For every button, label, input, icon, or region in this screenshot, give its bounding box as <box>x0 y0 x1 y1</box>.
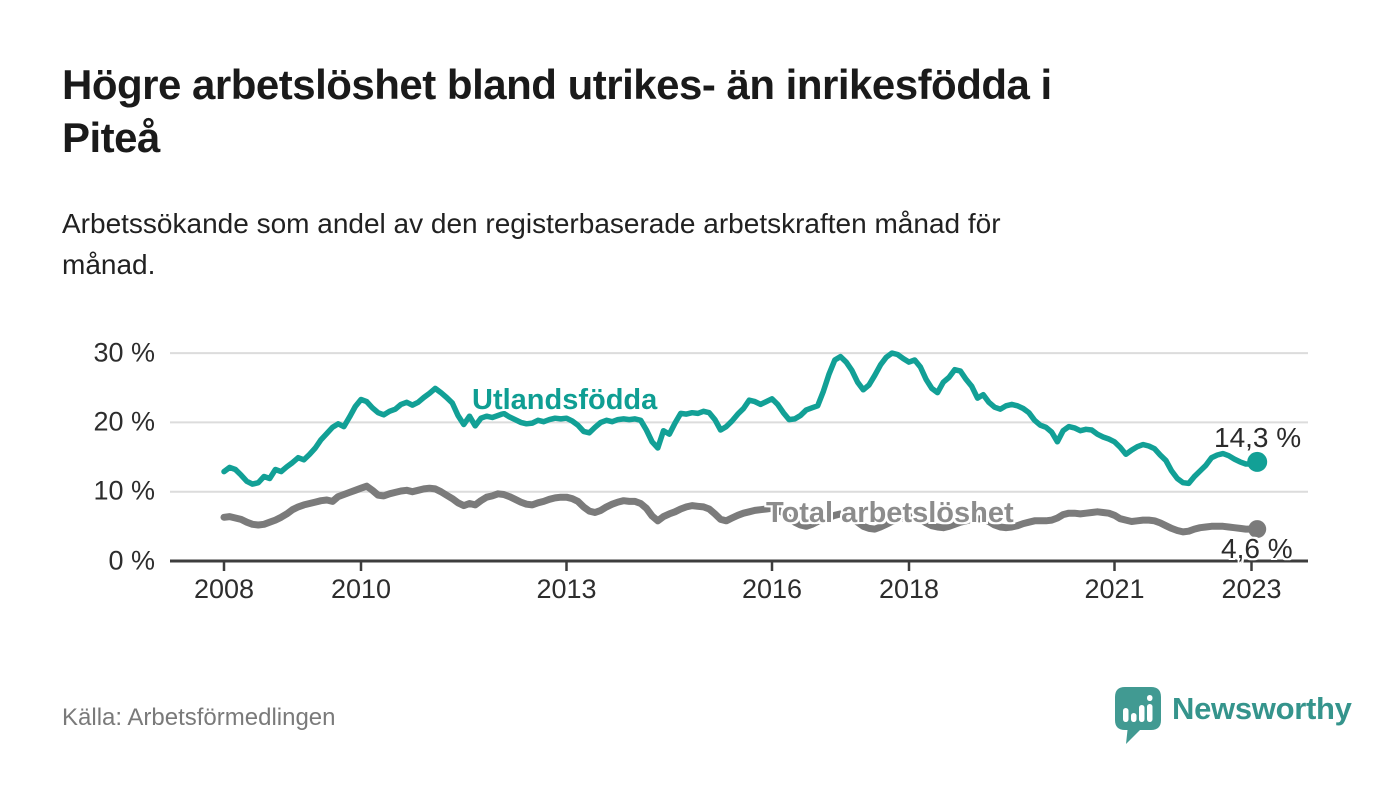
x-tick-label-2023: 2023 <box>1221 574 1282 604</box>
x-axis-ticks <box>222 561 1253 571</box>
series-label-total-arbetsloshet: Total arbetslöshet <box>766 497 1014 529</box>
utlandsfodda-end-dot <box>1247 451 1268 472</box>
source-text: Källa: Arbetsförmedlingen <box>62 704 336 731</box>
y-tick-label-20: 20 % <box>93 406 155 437</box>
x-tick-label-2021: 2021 <box>1084 574 1145 604</box>
total-arbetsloshet-line <box>220 482 1261 536</box>
chart-subtitle: Arbetssökande som andel av den registerb… <box>62 208 1001 280</box>
x-tick-label-2018: 2018 <box>878 574 940 604</box>
total-arbetsloshet-end-dot <box>1248 520 1267 539</box>
newsworthy-logo: Newsworthy <box>1114 686 1352 746</box>
x-tick-label-2013: 2013 <box>536 574 597 604</box>
page-title: Högre arbetslöshet bland utrikes- än inr… <box>62 61 1052 161</box>
y-tick-label-30: 30 % <box>93 337 155 368</box>
end-value-label-total: 4,6 % <box>1221 533 1293 564</box>
end-value-label-utlandsfodda: 14,3 % <box>1214 422 1302 453</box>
utlandsfodda-line <box>221 350 1260 487</box>
newsworthy-logo-icon <box>1115 687 1161 744</box>
series-label-utlandsfodda: Utlandsfödda <box>472 384 658 416</box>
newsworthy-logo-text: Newsworthy <box>1172 691 1352 726</box>
line-chart <box>170 350 1308 571</box>
x-tick-label-2008: 2008 <box>193 574 255 604</box>
y-tick-label-0: 0 % <box>108 545 155 576</box>
y-tick-label-10: 10 % <box>93 475 155 506</box>
x-tick-label-2016: 2016 <box>741 574 803 604</box>
x-tick-label-2010: 2010 <box>330 574 392 604</box>
